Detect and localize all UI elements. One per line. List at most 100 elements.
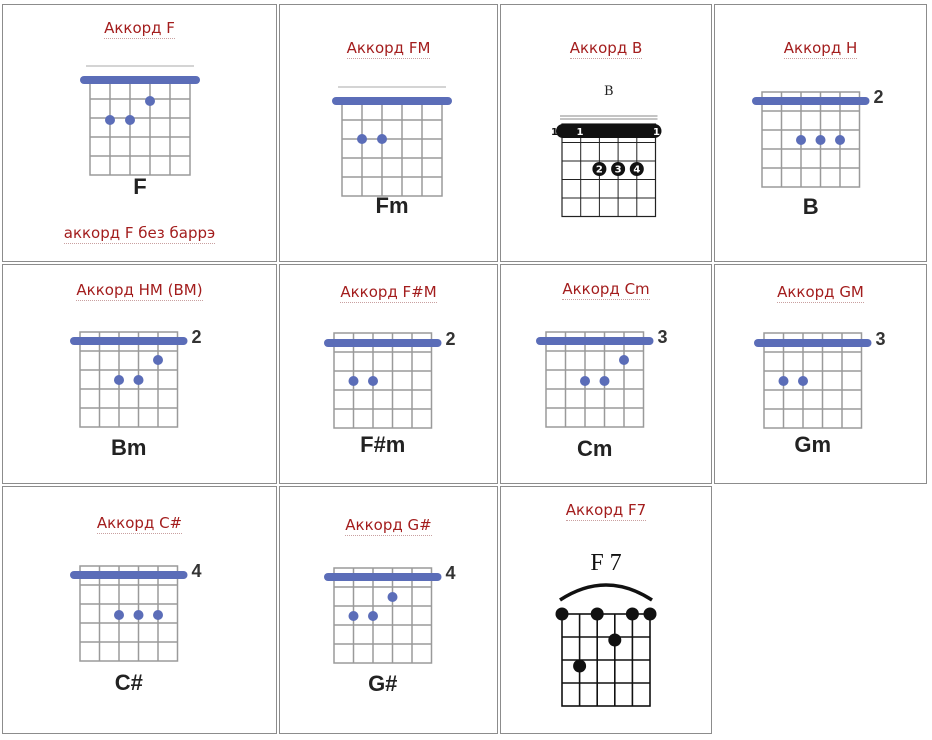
chord-link[interactable]: Аккорд F#M	[340, 283, 437, 303]
finger-dot	[629, 162, 644, 176]
finger-dot	[125, 115, 135, 125]
finger-dot	[145, 96, 155, 106]
chord-cell: Аккорд GM	[714, 264, 927, 484]
chord-name: C#	[115, 670, 143, 695]
chord-link[interactable]: Аккорд F7	[565, 501, 647, 521]
chord-diagram: 2B	[752, 87, 884, 219]
finger-dot	[619, 355, 629, 365]
chord-link[interactable]: Аккорд F	[104, 19, 175, 39]
fret-number: 2	[446, 329, 456, 349]
finger-number: 3	[615, 165, 622, 176]
finger-dot	[778, 376, 789, 386]
fret-number: 2	[192, 327, 202, 347]
finger-dot	[625, 607, 639, 621]
finger-dot	[368, 376, 378, 386]
finger-number: 2	[596, 165, 603, 176]
chord-link[interactable]: Аккорд C#	[96, 514, 183, 534]
barre-arc	[559, 583, 653, 602]
finger-dot	[592, 162, 607, 176]
chord-cell: Аккорд F аккорд F без баррэ	[2, 4, 277, 262]
chord-diagram: 4 G#	[324, 563, 456, 696]
finger-dot	[348, 376, 359, 386]
chord-diagram: 3 Gm	[754, 329, 886, 457]
chord-name: F#m	[360, 432, 405, 457]
finger-dot	[153, 610, 163, 620]
finger-dot	[153, 355, 163, 365]
chord-cell: Аккорд C#	[2, 486, 277, 734]
chord-name: Fm	[376, 193, 409, 218]
finger-dot	[114, 610, 124, 620]
chord-link[interactable]: Аккорд B	[569, 39, 643, 59]
fret-number: 2	[874, 87, 884, 107]
fretboard	[545, 331, 645, 428]
finger-dot	[555, 607, 569, 621]
chord-diagram: 2 Bm	[70, 327, 202, 460]
chord-link[interactable]: Аккорд GM	[777, 283, 864, 303]
chord-cell: Аккорд F7	[500, 486, 712, 734]
fret-number: 4	[446, 563, 456, 583]
chord-diagram: 2 F#m	[324, 329, 456, 457]
finger-dot	[114, 375, 124, 385]
finger-dot	[580, 376, 590, 386]
chord-name: F 7	[590, 550, 621, 576]
fretboard	[333, 332, 433, 429]
fretboard	[89, 79, 191, 176]
finger-dot	[133, 610, 144, 620]
finger-dot	[815, 135, 826, 145]
chord-diagram: 4 C#	[70, 561, 202, 695]
barre-finger-label: 1	[653, 127, 660, 138]
chord-name: F	[133, 174, 146, 199]
chord-cell: Аккорд FM	[279, 4, 498, 262]
finger-number: 4	[633, 165, 640, 176]
chord-name: Gm	[794, 432, 831, 457]
chord-name: Cm	[577, 436, 612, 461]
chord-link[interactable]: Аккорд H	[783, 39, 858, 59]
finger-dot	[357, 134, 367, 144]
barre-finger-label: 1	[577, 127, 584, 138]
fretboard	[763, 332, 863, 429]
barre-bar	[556, 124, 662, 138]
fret-number: 3	[876, 329, 886, 349]
chord-name: B	[604, 84, 614, 99]
chord-diagram: F	[80, 65, 200, 199]
chord-link[interactable]: Аккорд G#	[345, 516, 432, 536]
chord-name: B	[803, 194, 819, 219]
finger-dot	[573, 659, 587, 673]
fretboard	[761, 91, 861, 188]
finger-dot	[798, 376, 808, 386]
chord-diagram: 3 Cm	[536, 327, 668, 461]
chord-link[interactable]: Аккорд FM	[346, 39, 431, 59]
chord-cell: Аккорд Cm	[500, 264, 712, 484]
finger-dot	[387, 592, 398, 602]
fretboard	[333, 567, 433, 664]
fretboard	[79, 331, 179, 428]
chord-diagram-b: B 1 1 1 2 3 4	[551, 84, 662, 218]
chord-diagram: Fm	[332, 86, 452, 218]
finger-dot	[368, 611, 378, 621]
fret-number: 3	[658, 327, 668, 347]
finger-dot	[796, 135, 806, 145]
finger-dot	[105, 115, 115, 125]
fretboard	[79, 565, 179, 662]
chord-no-barre-link[interactable]: аккорд F без баррэ	[63, 224, 216, 244]
chord-cell: Аккорд G#	[279, 486, 498, 734]
chord-link[interactable]: Аккорд Cm	[562, 280, 650, 300]
finger-dot	[590, 607, 604, 621]
finger-dot	[133, 375, 144, 385]
chord-diagram-f7: F 7	[555, 550, 657, 707]
barre-finger-label: 1	[551, 127, 558, 138]
finger-dot	[835, 135, 845, 145]
chord-name: Bm	[111, 435, 146, 460]
finger-dot	[348, 611, 359, 621]
finger-dot	[608, 633, 622, 647]
fretboard	[341, 100, 443, 197]
chord-cell: Аккорд F#M	[279, 264, 498, 484]
chord-link[interactable]: Аккорд HM (BM)	[76, 281, 203, 301]
finger-dot	[377, 134, 387, 144]
finger-dot	[611, 162, 626, 176]
finger-dot	[643, 607, 657, 621]
chord-cell: Аккорд HM (BM)	[2, 264, 277, 484]
finger-dot	[599, 376, 610, 386]
fret-number: 4	[192, 561, 202, 581]
